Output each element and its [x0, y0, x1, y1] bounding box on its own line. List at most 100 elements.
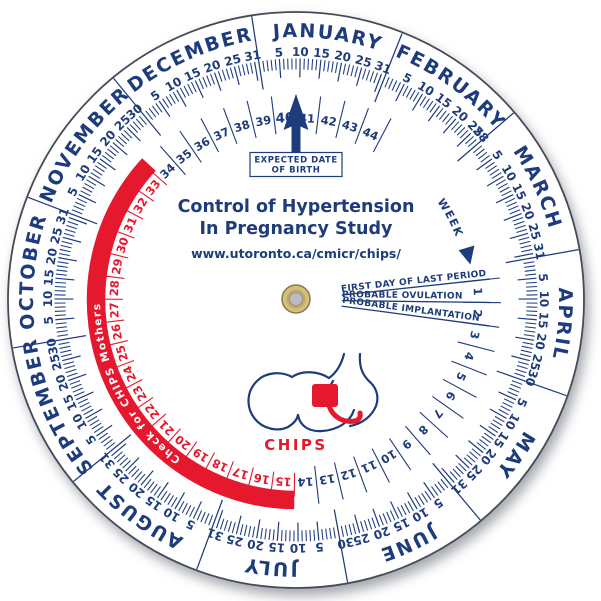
day-tick	[93, 426, 104, 433]
day-tick	[138, 115, 147, 125]
day-tick	[153, 486, 161, 496]
day-tick	[483, 432, 494, 440]
day-tick	[163, 492, 171, 503]
day-tick	[525, 322, 537, 325]
week-divider	[388, 438, 412, 471]
day-tick	[333, 527, 336, 539]
day-tick	[58, 341, 70, 345]
five-day-tick	[511, 355, 530, 362]
day-tick	[524, 265, 536, 268]
five-day-tick	[517, 317, 537, 321]
five-day-tick	[58, 257, 78, 262]
day-tick	[89, 419, 100, 426]
day-tick	[63, 232, 75, 237]
five-day-tick	[354, 514, 361, 534]
day-tick	[479, 439, 489, 447]
week-divider	[133, 396, 154, 412]
five-day-tick	[194, 80, 204, 99]
day-tick	[459, 129, 469, 139]
week-divider	[246, 100, 257, 138]
day-tick	[321, 529, 324, 541]
day-tick	[97, 161, 107, 169]
day-tick	[323, 60, 326, 72]
week-number-3: 3	[467, 330, 482, 341]
five-day-tick	[158, 100, 171, 118]
day-tick	[94, 165, 105, 173]
day-tick	[491, 172, 502, 179]
day-tick	[131, 468, 140, 478]
day-tick	[388, 78, 394, 90]
day-tick	[120, 132, 130, 142]
day-tick	[229, 67, 234, 79]
day-tick	[283, 58, 285, 70]
day-tick	[488, 426, 499, 433]
day-tick	[272, 529, 275, 541]
day-tick	[346, 64, 351, 76]
day-tick	[82, 186, 93, 193]
week-divider	[104, 340, 128, 347]
week-divider	[164, 428, 181, 447]
week-number-37: 37	[211, 124, 231, 143]
day-tick	[148, 108, 157, 118]
week-divider	[112, 229, 135, 239]
week-divider	[333, 462, 344, 500]
day-tick	[104, 151, 115, 160]
day-tick	[84, 183, 95, 190]
day-tick	[440, 478, 449, 489]
day-tick	[508, 205, 519, 211]
day-tick	[66, 372, 78, 378]
day-number-july-5: 5	[315, 540, 325, 555]
five-day-tick	[62, 355, 81, 362]
annotation-label-1: PROBABLE OVULATION	[342, 290, 463, 302]
day-tick	[210, 73, 215, 85]
day-tick	[183, 85, 190, 97]
five-day-tick	[176, 89, 187, 107]
day-number-january-10: 10	[292, 45, 309, 59]
week-divider	[353, 456, 368, 493]
day-tick	[419, 96, 427, 106]
day-tick	[65, 368, 77, 374]
day-tick	[327, 60, 330, 72]
edd-label-line1: EXPECTED DATE	[254, 156, 337, 166]
study-title-line1: Control of Hypertension	[178, 197, 415, 217]
day-tick	[64, 365, 76, 370]
five-day-tick	[276, 521, 280, 541]
day-tick	[344, 525, 349, 537]
day-tick	[115, 139, 125, 148]
day-tick	[181, 503, 188, 514]
five-day-tick	[126, 126, 141, 142]
day-tick	[502, 401, 513, 408]
month-separator	[496, 370, 567, 397]
day-tick	[241, 64, 246, 76]
day-tick	[507, 391, 518, 397]
day-tick	[123, 129, 133, 139]
day-tick	[465, 135, 474, 145]
day-tick	[407, 501, 414, 512]
day-tick	[438, 110, 447, 120]
day-tick	[511, 380, 523, 385]
day-number-july-20: 20	[246, 536, 265, 553]
day-tick	[67, 220, 79, 226]
day-tick	[384, 76, 390, 88]
day-tick	[187, 83, 194, 95]
day-tick	[170, 497, 178, 508]
day-tick	[315, 59, 318, 71]
day-tick	[172, 91, 180, 102]
day-tick	[487, 165, 498, 173]
day-tick	[503, 398, 515, 405]
day-number-july-31: 31	[205, 525, 225, 544]
day-tick	[239, 524, 244, 536]
day-tick	[54, 314, 67, 317]
day-tick	[382, 513, 388, 524]
day-tick	[137, 473, 146, 483]
chips-mothers-band	[86, 158, 295, 510]
day-tick	[196, 510, 203, 521]
day-tick	[367, 518, 373, 530]
week-number-24: 24	[120, 364, 139, 384]
day-tick	[86, 179, 97, 186]
day-tick	[91, 422, 102, 430]
day-tick	[445, 115, 454, 125]
five-day-tick	[411, 93, 423, 111]
week-divider	[159, 145, 186, 176]
day-tick	[412, 91, 420, 102]
